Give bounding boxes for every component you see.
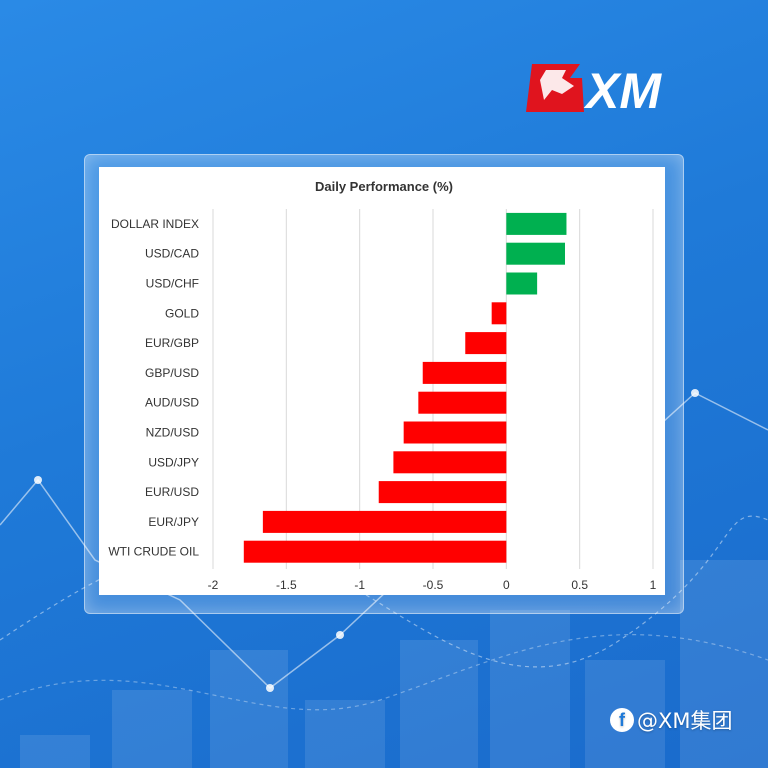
category-label: USD/CHF <box>146 277 199 291</box>
xm-logo: XM <box>526 63 662 116</box>
category-label: DOLLAR INDEX <box>111 217 199 231</box>
x-tick-label: 0.5 <box>571 578 588 592</box>
bg-column <box>210 650 288 768</box>
category-label: WTI CRUDE OIL <box>108 545 199 559</box>
bar <box>506 272 538 295</box>
bar <box>506 242 565 265</box>
bg-dot <box>691 389 699 397</box>
category-label: GOLD <box>165 306 199 320</box>
bg-column <box>305 700 385 768</box>
logo-mark-detail <box>540 70 574 100</box>
x-tick-label: 1 <box>650 578 657 592</box>
chart-plot-area: DOLLAR INDEX USD/CAD USD/CHF GOLD EUR/GBP GBP… <box>99 167 665 595</box>
category-label: USD/JPY <box>148 455 199 469</box>
bar <box>491 302 507 325</box>
category-label: NZD/USD <box>146 426 200 440</box>
bars <box>243 212 567 563</box>
watermark-text: @XM集团 <box>637 709 733 733</box>
x-axis-ticks: -2 -1.5 -1 -0.5 0 0.5 1 <box>208 578 657 592</box>
bar <box>262 510 507 533</box>
category-label: USD/CAD <box>145 247 199 261</box>
facebook-icon: f <box>610 708 634 732</box>
bg-dot <box>34 476 42 484</box>
x-tick-label: 0 <box>503 578 510 592</box>
x-tick-label: -2 <box>208 578 219 592</box>
bar <box>378 481 507 504</box>
category-label: EUR/JPY <box>148 515 199 529</box>
x-tick-label: -0.5 <box>423 578 444 592</box>
bar-chart: DOLLAR INDEX USD/CAD USD/CHF GOLD EUR/GBP GBP… <box>108 179 657 592</box>
social-watermark: f @XM集团 <box>610 705 733 735</box>
category-labels: DOLLAR INDEX USD/CAD USD/CHF GOLD EUR/GBP GBP… <box>108 217 199 559</box>
bg-dashed-curve <box>0 634 768 711</box>
bg-column <box>400 640 478 768</box>
bg-dot <box>266 684 274 692</box>
bar <box>418 391 507 414</box>
grid-lines <box>212 209 654 569</box>
bar <box>243 540 507 563</box>
logo-text: XM <box>583 63 662 116</box>
bar <box>422 361 507 384</box>
x-tick-label: -1 <box>354 578 365 592</box>
category-label: EUR/USD <box>145 485 199 499</box>
bg-column <box>20 735 90 768</box>
bg-dot <box>336 631 344 639</box>
bg-column <box>112 690 192 768</box>
bar <box>465 332 507 355</box>
category-label: EUR/GBP <box>145 336 199 350</box>
bar <box>403 421 507 444</box>
bar <box>506 212 567 235</box>
bg-column <box>490 610 570 768</box>
x-tick-label: -1.5 <box>276 578 297 592</box>
category-label: AUD/USD <box>145 396 199 410</box>
chart-title: Daily Performance (%) <box>315 179 453 194</box>
bg-column <box>680 560 768 768</box>
category-label: GBP/USD <box>145 366 199 380</box>
bar <box>393 451 507 474</box>
